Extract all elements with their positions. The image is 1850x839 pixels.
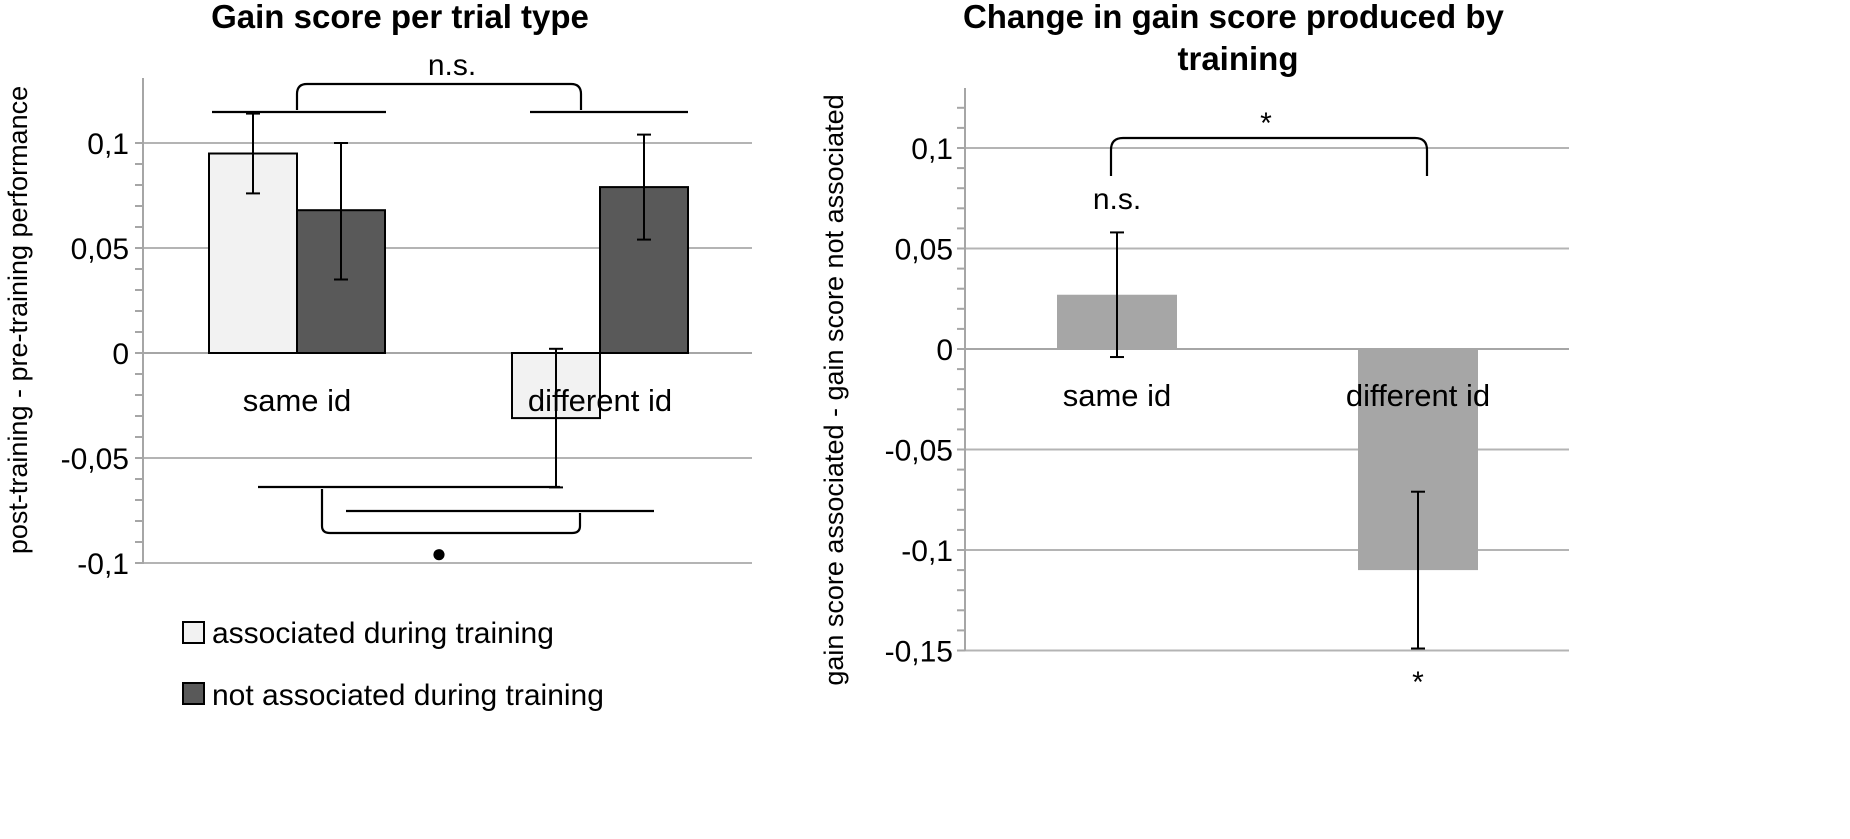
right-y-tick-label: 0,05 — [895, 234, 953, 267]
right-y-tick-label: -0,1 — [901, 535, 953, 568]
right-y-axis-label: gain score associated - gain score not a… — [819, 94, 849, 685]
right-y-tick-label: 0 — [936, 334, 953, 367]
left-y-tick-label: -0,05 — [61, 443, 129, 476]
right-chart-title-line-2: training — [1178, 40, 1299, 77]
right-chart-title-line-1: Change in gain score produced by — [963, 0, 1505, 35]
left-legend: associated during training not associate… — [182, 617, 604, 712]
left-y-axis-label: post-training - pre-training performance — [3, 86, 33, 554]
left-error-bars — [246, 112, 651, 489]
legend-label-not-associated: not associated during training — [212, 679, 604, 712]
left-error-bar-not-associated — [637, 133, 651, 241]
right-y-tick-label: 0,1 — [911, 133, 953, 166]
right-error-bar — [1411, 490, 1425, 650]
left-y-tick-label: 0 — [112, 338, 129, 371]
left-y-tick-labels: 0,1 0,05 0 -0,05 -0,1 — [61, 128, 129, 581]
left-chart-title: Gain score per trial type — [211, 0, 589, 35]
right-bars — [1057, 294, 1478, 571]
right-error-bar — [1110, 231, 1124, 359]
left-error-bar-not-associated — [334, 142, 348, 281]
left-category-label: different id — [528, 383, 672, 418]
right-category-label: different id — [1346, 378, 1490, 413]
left-error-bar-associated — [246, 112, 260, 195]
right-different-id-star: * — [1412, 666, 1424, 699]
right-error-bars — [1110, 231, 1425, 650]
left-top-significance-label: n.s. — [428, 49, 476, 82]
right-chart-title: Change in gain score produced by trainin… — [963, 0, 1513, 77]
right-top-bracket — [1109, 136, 1429, 176]
right-same-id-ns-label: n.s. — [1093, 183, 1141, 216]
right-y-tick-label: -0,05 — [885, 435, 953, 468]
right-chart: Change in gain score produced by trainin… — [819, 0, 1569, 699]
legend-label-associated: associated during training — [212, 617, 554, 650]
left-y-tick-label: 0,1 — [87, 128, 129, 161]
right-top-significance-star: * — [1260, 107, 1272, 140]
right-category-label: same id — [1063, 378, 1172, 413]
left-y-tick-label: -0,1 — [77, 548, 129, 581]
left-category-label: same id — [243, 383, 352, 418]
left-y-tick-label: 0,05 — [71, 233, 129, 266]
left-bars — [208, 152, 689, 420]
left-bottom-bracket — [258, 485, 654, 535]
legend-swatch-associated — [182, 621, 205, 644]
left-chart: Gain score per trial type post-training … — [3, 0, 752, 712]
left-bottom-marker-dot: ● — [431, 538, 447, 568]
right-y-tick-labels: 0,1 0,05 0 -0,05 -0,1 -0,15 — [885, 133, 953, 669]
left-top-bracket — [212, 82, 688, 114]
legend-swatch-not-associated — [182, 682, 205, 705]
right-y-tick-label: -0,15 — [885, 636, 953, 669]
